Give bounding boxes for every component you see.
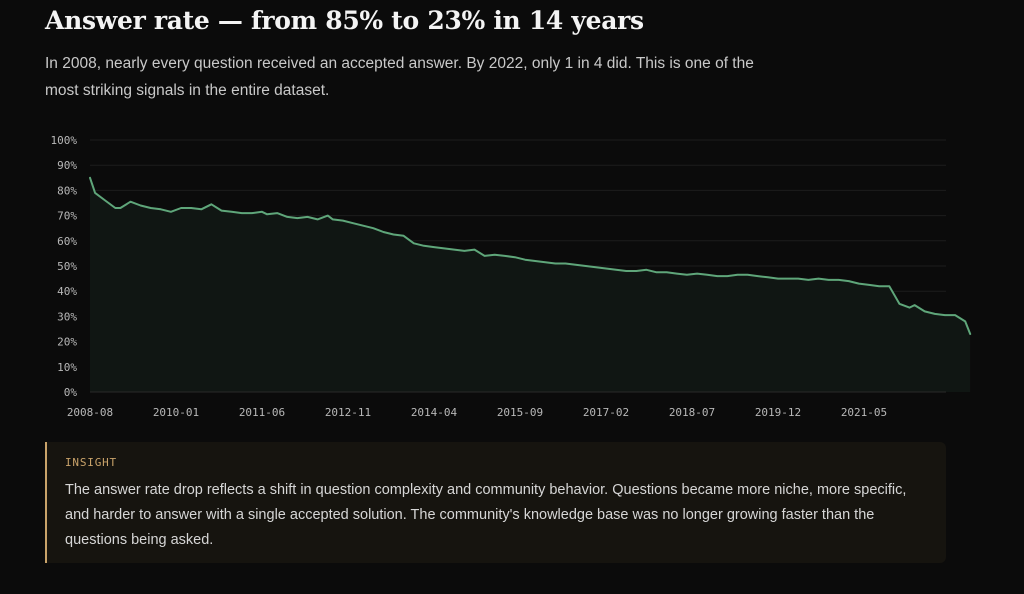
x-tick-label: 2014-04: [411, 406, 458, 419]
area-fill: [90, 177, 971, 392]
y-tick-label: 40%: [57, 285, 77, 298]
x-tick-label: 2019-12: [755, 406, 801, 419]
page-subtitle: In 2008, nearly every question received …: [45, 55, 754, 99]
answer-rate-line: [89, 176, 972, 335]
x-tick-label: 2018-07: [669, 406, 715, 419]
x-tick-label: 2008-08: [67, 406, 113, 419]
y-tick-label: 70%: [57, 210, 77, 223]
x-tick-label: 2012-11: [325, 406, 371, 419]
y-tick-label: 10%: [57, 361, 77, 374]
page-title: Answer rate — from 85% to 23% in 14 year…: [45, 6, 644, 35]
insight-label: INSIGHT: [65, 456, 117, 469]
x-tick-label: 2021-05: [841, 406, 887, 419]
x-tick-label: 2015-09: [497, 406, 543, 419]
y-tick-label: 90%: [57, 159, 77, 172]
insight-callout: INSIGHT The answer rate drop reflects a …: [45, 442, 946, 563]
x-tick-label: 2017-02: [583, 406, 629, 419]
answer-rate-chart: 0% 10% 20% 30% 40% 50% 60% 70% 80% 90% 100% 2008-08…: [0, 120, 1024, 430]
y-tick-label: 50%: [57, 260, 77, 273]
x-tick-label: 2010-01: [153, 406, 199, 419]
y-tick-label: 80%: [57, 184, 77, 197]
y-tick-label: 20%: [57, 336, 77, 349]
y-tick-label: 60%: [57, 235, 77, 248]
x-tick-label: 2011-06: [239, 406, 285, 419]
y-tick-label: 0%: [64, 386, 78, 399]
insight-text: The answer rate drop reflects a shift in…: [65, 482, 907, 548]
y-tick-label: 100%: [51, 134, 78, 147]
chart-svg: 0% 10% 20% 30% 40% 50% 60% 70% 80% 90% 100% 2008-08…: [51, 134, 972, 419]
y-tick-label: 30%: [57, 310, 77, 323]
